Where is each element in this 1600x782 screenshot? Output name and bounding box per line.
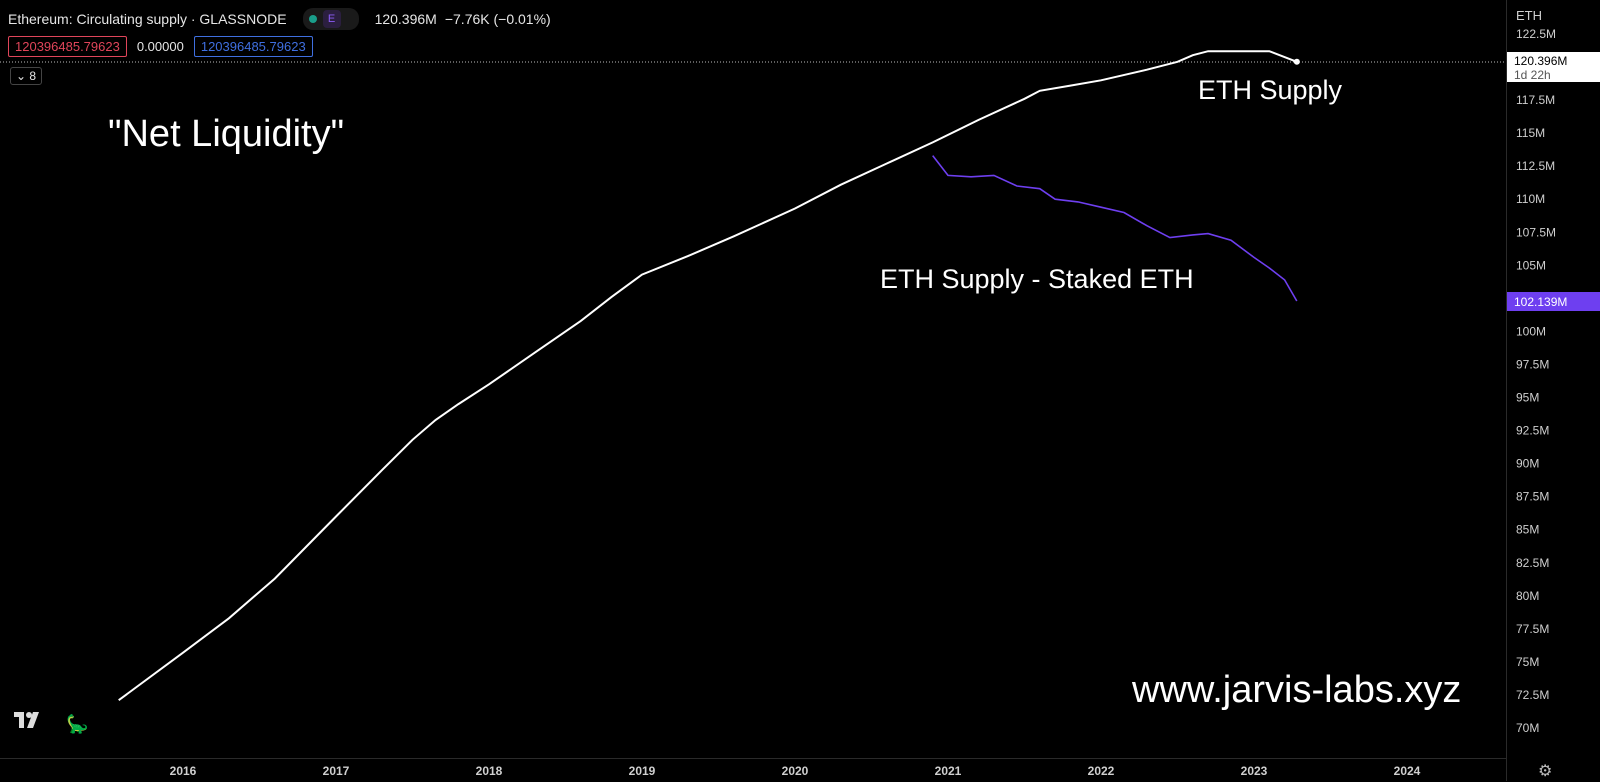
last-value-labels: 120.396M 1d 22h 102.139M [1507,52,1600,311]
header: Ethereum: Circulating supply · GLASSNODE… [8,8,551,30]
eth-supply-line[interactable] [118,50,1298,702]
y-tick-label: 115M [1516,126,1545,140]
header-price: 120.396M [374,11,437,27]
x-tick-label: 2018 [476,764,503,778]
y-tick-label: 100M [1516,324,1546,338]
x-tick-label: 2020 [782,764,809,778]
y-tick-label: 97.5M [1516,357,1549,371]
y-tick-label: 112.5M [1516,159,1555,173]
y-tick-label: 105M [1516,258,1546,272]
net-last-label-bg [1507,292,1600,311]
y-tick-label: 90M [1516,457,1539,471]
supply-last-label: 120.396M [1514,54,1567,68]
symbol-title[interactable]: Ethereum: Circulating supply · GLASSNODE [8,11,287,27]
y-tick-label: 87.5M [1516,490,1549,504]
y-tick-label: 82.5M [1516,556,1549,570]
price-axis-panel[interactable] [1506,0,1600,781]
x-tick-label: 2019 [629,764,656,778]
tradingview-logo-icon[interactable] [12,708,44,732]
status-pill[interactable]: E [302,8,359,30]
y-tick-label: 72.5M [1516,688,1549,702]
x-tick-label: 2021 [935,764,962,778]
gear-icon[interactable]: ⚙ [1538,763,1553,780]
x-tick-label: 2022 [1088,764,1115,778]
supply-end-dot [1293,58,1300,65]
supply-countdown: 1d 22h [1514,68,1551,82]
market-status-icon [308,15,317,23]
y-tick-label: 77.5M [1516,622,1549,636]
axis-unit: ETH [1516,8,1542,23]
header-change: −7.76K (−0.01%) [444,11,551,27]
x-tick-label: 2024 [1394,764,1421,778]
y-tick-label: 92.5M [1516,424,1549,438]
x-tick-label: 2017 [323,764,350,778]
annotation-net: ETH Supply - Staked ETH [880,264,1194,294]
values-row: 120396485.79623 0.00000 120396485.79623 [8,36,313,57]
x-tick-label: 2016 [170,764,197,778]
net-last-label: 102.139M [1514,295,1567,309]
exchange-badge: E [322,10,341,28]
value-sell[interactable]: 120396485.79623 [8,36,127,57]
chart-title: "Net Liquidity" [108,113,344,155]
watermark: www.jarvis-labs.xyz [1131,669,1461,711]
y-tick-label: 117.5M [1516,93,1555,107]
value-spread: 0.00000 [136,39,184,54]
y-tick-label: 85M [1516,523,1539,537]
y-tick-label: 107.5M [1516,225,1556,239]
chevron-down-icon: ⌄ [16,69,27,83]
y-tick-label: 80M [1516,589,1539,603]
indicator-count: 8 [29,69,37,83]
value-buy[interactable]: 120396485.79623 [193,36,313,57]
x-axis[interactable]: 2016 2017 2018 2019 2020 2021 2022 2023 2024 [170,764,1421,778]
y-tick-label: 110M [1516,192,1545,206]
supply-last-label-bg [1507,52,1600,82]
annotation-eth-supply: ETH Supply [1198,75,1343,105]
x-tick-label: 2023 [1241,764,1268,778]
y-tick-label: 75M [1516,655,1539,669]
time-axis-panel[interactable] [0,758,1506,782]
indicators-toggle[interactable]: ⌄ 8 [10,67,43,85]
y-tick-label: 122.5M [1516,27,1556,41]
y-tick-label: 95M [1516,391,1539,405]
net-liquidity-line[interactable] [932,155,1298,302]
y-tick-label: 70M [1516,721,1539,735]
dino-icon[interactable]: 🦕 [66,714,89,734]
